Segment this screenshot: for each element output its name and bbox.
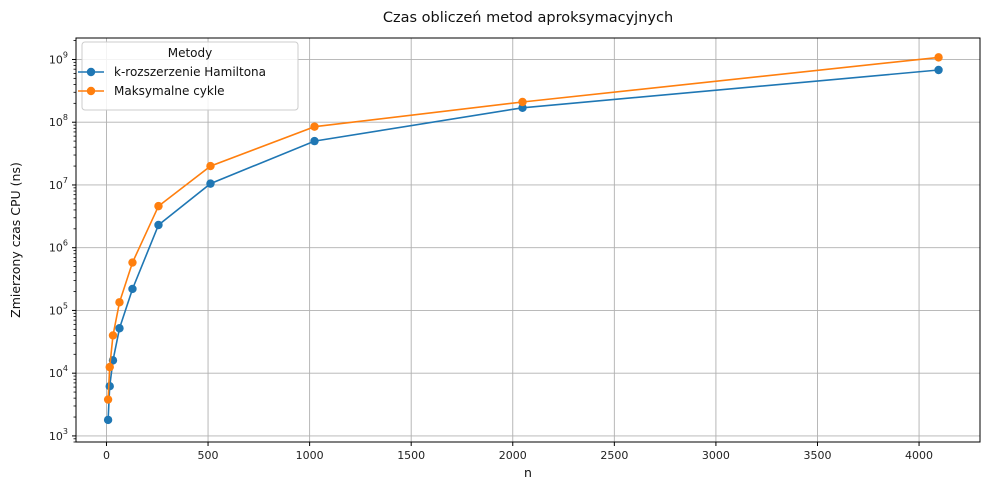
legend-entry: Maksymalne cykle <box>78 84 225 98</box>
x-tick-label: 2000 <box>499 449 527 462</box>
data-point <box>206 179 215 188</box>
data-point <box>518 103 527 112</box>
y-tick-label: 109 <box>49 50 68 66</box>
plot-frame <box>75 37 981 443</box>
legend-entries: k-rozszerzenie Hamiltona Maksymalne cykle <box>78 65 266 98</box>
data-point <box>105 362 114 372</box>
grid <box>76 38 980 442</box>
data-point <box>934 65 943 75</box>
x-tick-label: 1500 <box>397 449 425 462</box>
data-point <box>128 284 137 294</box>
data-point <box>115 324 124 333</box>
chart-title: Czas obliczeń metod aproksymacyjnych <box>383 10 673 26</box>
series-2 <box>103 53 943 404</box>
data-point <box>518 97 527 107</box>
legend: Metody k-rozszerzenie Hamiltona Maksymaln… <box>78 41 299 111</box>
x-axis-label: n <box>524 465 532 480</box>
y-tick-label: 106 <box>49 239 68 255</box>
x-tick-label: 3000 <box>702 449 730 462</box>
legend-entry: k-rozszerzenie Hamiltona <box>78 65 266 79</box>
data-point <box>103 395 113 404</box>
y-tick-label: 103 <box>49 427 68 443</box>
x-tick-label: 1000 <box>296 449 324 462</box>
x-tick-label: 500 <box>198 449 219 462</box>
data-point <box>128 258 137 267</box>
x-tick-label: 2500 <box>600 449 628 462</box>
data-point <box>103 415 113 425</box>
data-point <box>105 382 114 391</box>
data-point <box>108 331 118 340</box>
series-1 <box>103 65 943 425</box>
legend-title: Metody <box>168 46 213 60</box>
legend-label: Maksymalne cykle <box>114 84 225 98</box>
x-tick-label: 0 <box>103 449 110 462</box>
y-tick-label: 105 <box>49 301 68 317</box>
series-line <box>107 69 939 420</box>
data-point <box>154 201 163 211</box>
data-point <box>310 136 319 146</box>
legend-box <box>81 41 299 111</box>
legend-label: k-rozszerzenie Hamiltona <box>114 65 266 79</box>
data-point <box>206 161 215 171</box>
data-point <box>154 220 163 230</box>
data-point <box>934 53 943 62</box>
data-point <box>310 122 319 131</box>
series-line <box>107 56 939 400</box>
legend-marker <box>86 86 96 96</box>
x-tick-label: 4000 <box>905 449 933 462</box>
axis-ticks: 0 500 1000 1500 2000 2500 3000 3500 4000 103 104 10… <box>49 40 933 462</box>
y-tick-label: 108 <box>49 113 68 129</box>
y-tick-label: 107 <box>49 176 68 192</box>
plot-series <box>103 53 943 425</box>
y-tick-label: 104 <box>49 364 68 380</box>
data-point <box>115 298 124 307</box>
legend-marker <box>86 67 96 77</box>
x-tick-label: 3500 <box>803 449 831 462</box>
y-axis-label: Zmierzony czas CPU (ns) <box>8 162 23 318</box>
